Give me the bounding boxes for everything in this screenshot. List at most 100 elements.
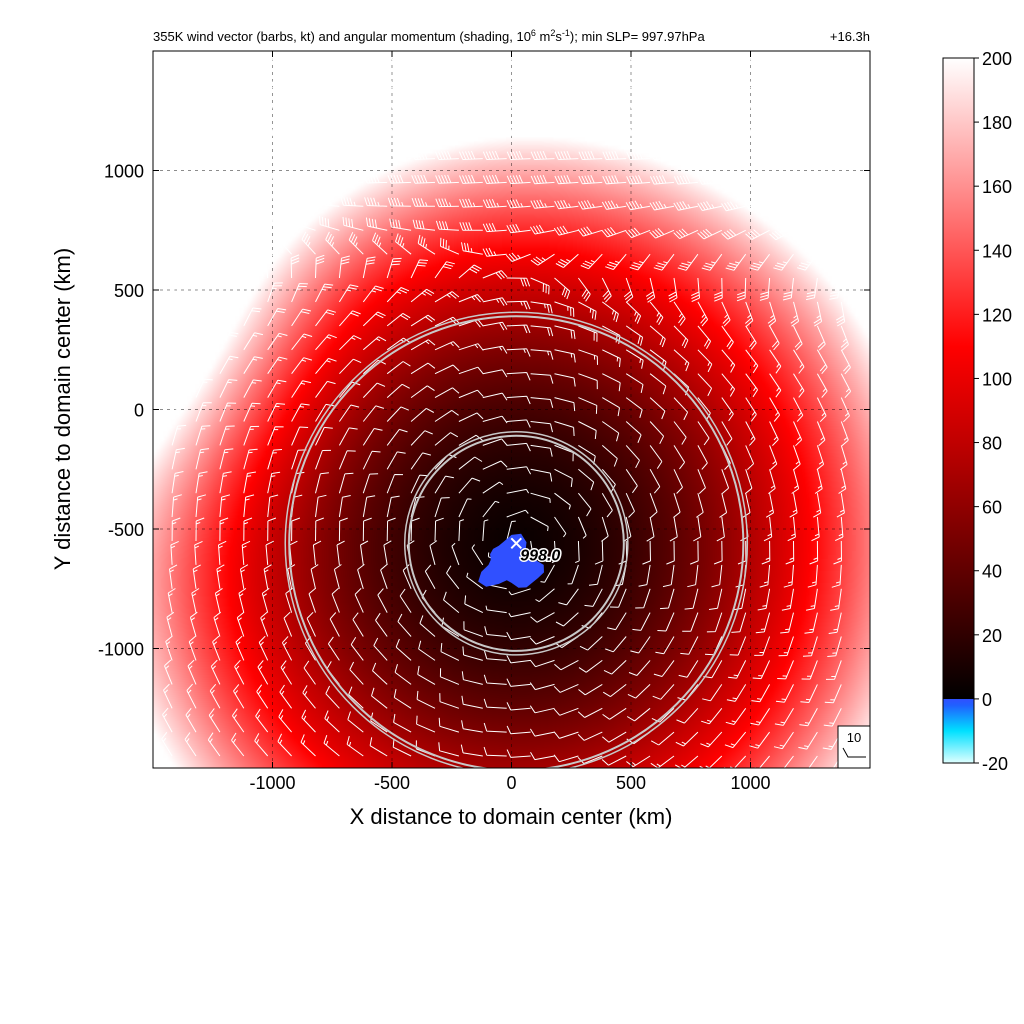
wind-barb: [649, 493, 658, 518]
wind-barb: [191, 588, 200, 613]
wind-barb: [506, 725, 531, 735]
wind-barb: [482, 174, 507, 184]
wind-barb: [602, 684, 627, 698]
wind-barb: [170, 540, 179, 565]
wind-barb: [153, 174, 173, 183]
wind-barb: [554, 150, 579, 160]
wind-barb: [219, 448, 234, 470]
colorbar-tick-label: 40: [982, 562, 1002, 582]
wind-barb: [602, 397, 620, 417]
wind-barb: [713, 540, 723, 565]
wind-barb: [745, 103, 770, 113]
wind-barb: [291, 380, 312, 398]
wind-barb: [540, 564, 555, 583]
wind-barb: [243, 55, 268, 65]
wind-barb: [768, 469, 776, 494]
wind-barb: [779, 755, 794, 768]
wind-barb: [410, 362, 436, 375]
wind-barb: [554, 659, 579, 671]
wind-barb: [171, 306, 188, 327]
wind-barb: [745, 397, 757, 422]
wind-barb: [243, 471, 256, 494]
wind-barb: [291, 174, 316, 184]
wind-barb: [725, 708, 747, 725]
wind-barb: [416, 690, 436, 709]
wind-barb: [530, 150, 555, 160]
colorbar: [942, 57, 975, 764]
wind-barb: [291, 403, 310, 422]
wind-barb: [793, 349, 805, 374]
wind-barb: [172, 150, 197, 160]
wind-barb: [238, 587, 247, 613]
wind-barb: [602, 349, 621, 368]
wind-barb: [196, 174, 220, 184]
wind-barb: [267, 308, 287, 327]
wind-barb: [410, 452, 432, 470]
wind-barb: [625, 421, 642, 443]
wind-barb: [315, 103, 340, 113]
wind-barb: [602, 421, 620, 442]
wind-barb: [827, 636, 842, 657]
wind-barb: [243, 379, 262, 398]
wind-barb: [375, 612, 388, 637]
wind-barb: [768, 201, 794, 212]
wind-barb: [243, 425, 260, 446]
wind-barb: [626, 755, 651, 768]
wind-barb: [267, 103, 292, 113]
wind-barb: [652, 684, 675, 700]
wind-barb: [697, 469, 706, 494]
wind-barb: [172, 79, 197, 89]
wind-barb: [435, 174, 459, 184]
wind-barb: [554, 301, 575, 317]
wind-barb: [649, 373, 667, 395]
wind-barb: [578, 683, 603, 696]
wind-barb: [530, 253, 555, 266]
wind-barb: [769, 325, 780, 351]
wind-barb: [800, 684, 818, 703]
wind-barb: [363, 79, 388, 89]
wind-barb: [793, 150, 818, 160]
wind-barb: [195, 306, 213, 327]
wind-barb: [793, 127, 818, 137]
wind-barb: [554, 349, 576, 363]
wind-barb: [793, 421, 803, 447]
wind-barb: [555, 253, 579, 268]
wind-barb: [697, 228, 723, 240]
wind-barb: [219, 103, 244, 113]
wind-barb: [482, 55, 507, 65]
wind-barb: [816, 445, 825, 471]
x-tick-label: -1000: [249, 773, 295, 793]
wind-barb: [702, 684, 723, 702]
wind-barb: [551, 540, 557, 564]
wind-barb: [529, 705, 555, 714]
wind-barb: [578, 349, 598, 365]
wind-barb: [482, 345, 508, 354]
wind-barb: [221, 195, 244, 207]
wind-barb: [506, 199, 531, 209]
wind-barb: [506, 419, 531, 428]
wind-barb: [529, 682, 555, 691]
wind-barb: [721, 301, 731, 327]
wind-barb: [697, 150, 722, 160]
wind-barb: [578, 659, 603, 673]
wind-barb: [816, 397, 827, 423]
wind-barb: [300, 734, 316, 757]
wind-barb: [482, 222, 507, 233]
wind-barb: [601, 516, 609, 542]
wind-barb: [360, 540, 369, 565]
wind-barb: [219, 494, 231, 518]
wind-barb: [267, 471, 281, 494]
wind-barb: [301, 709, 316, 733]
wind-barb: [236, 611, 245, 637]
wind-barb: [482, 270, 508, 280]
wind-barb: [439, 693, 460, 709]
wind-barb: [816, 229, 842, 241]
reference-barb-box: 10: [837, 725, 871, 769]
wind-barb: [745, 421, 756, 446]
wind-barb: [279, 684, 293, 709]
wind-barb: [458, 55, 483, 65]
wind-barb: [434, 387, 460, 399]
wind-barb: [338, 404, 360, 422]
wind-barb: [393, 689, 412, 709]
wind-barb: [655, 636, 675, 655]
